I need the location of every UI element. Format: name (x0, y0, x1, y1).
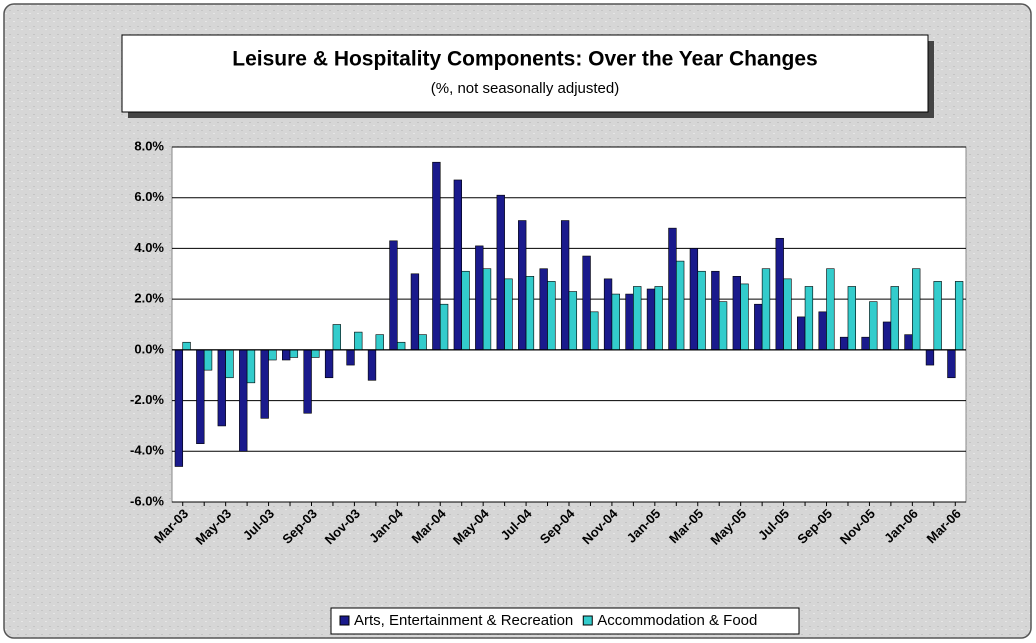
bar (239, 349, 248, 452)
bar (367, 349, 377, 381)
bar (646, 288, 656, 351)
y-tick-label: 0.0% (134, 341, 164, 356)
bar (912, 268, 921, 351)
bar (504, 278, 513, 351)
y-tick-label: -6.0% (130, 493, 164, 508)
bar (761, 268, 771, 351)
bar (611, 293, 620, 351)
y-tick-label: 8.0% (134, 138, 164, 153)
bar (217, 349, 226, 427)
bar (668, 227, 677, 351)
bar (196, 349, 205, 444)
bar (203, 349, 213, 371)
bar (882, 321, 892, 351)
y-tick-label: 6.0% (134, 189, 164, 204)
title-box (121, 34, 929, 113)
y-tick-label: -2.0% (130, 392, 164, 407)
bar (496, 194, 505, 351)
bar (260, 349, 269, 419)
bar (775, 237, 784, 351)
bar (839, 336, 849, 351)
bar (525, 276, 535, 351)
bar (826, 268, 835, 351)
bar (954, 281, 964, 351)
y-tick-label: -4.0% (130, 443, 164, 458)
y-tick-label: 4.0% (134, 240, 164, 255)
bar (697, 270, 706, 351)
bar (324, 349, 334, 379)
bar (654, 286, 663, 351)
bar (482, 268, 492, 351)
bar (397, 341, 406, 351)
bar (625, 293, 634, 351)
legend-label: Accommodation & Food (597, 612, 757, 629)
bar (539, 268, 548, 351)
bar (418, 334, 427, 351)
bar (518, 220, 527, 351)
bar (439, 303, 449, 351)
bar (303, 349, 312, 414)
bar (182, 341, 191, 351)
bar (689, 248, 699, 351)
legend-swatch (339, 615, 350, 626)
bar (590, 311, 599, 351)
bar (246, 349, 256, 384)
legend-box (330, 607, 800, 635)
bar (311, 349, 320, 358)
bar (861, 336, 870, 351)
bar (332, 324, 341, 351)
bar (890, 286, 899, 351)
bar (740, 283, 749, 351)
legend-swatch (582, 615, 593, 626)
bar (225, 349, 234, 379)
bar (560, 220, 570, 351)
bar (783, 278, 792, 351)
bar (389, 240, 398, 351)
bar (453, 179, 463, 351)
bar (289, 349, 299, 358)
bar (925, 349, 935, 366)
bar (582, 255, 591, 351)
bar (847, 286, 856, 351)
chart-title: Leisure & Hospitality Components: Over t… (232, 48, 817, 71)
bar (410, 273, 420, 351)
bar (933, 281, 942, 351)
bar (346, 349, 355, 366)
bar (432, 161, 441, 351)
bar (675, 260, 685, 351)
legend-label: Arts, Entertainment & Recreation (354, 612, 573, 629)
bar (268, 349, 277, 361)
bar (711, 270, 720, 351)
bar (354, 331, 363, 351)
bar (754, 303, 763, 351)
bar (282, 349, 291, 361)
bar (375, 334, 384, 351)
y-tick-label: 2.0% (134, 291, 164, 306)
bar (869, 301, 878, 351)
bar (718, 301, 728, 351)
bar (475, 245, 484, 351)
bar (804, 286, 814, 351)
bar (568, 291, 578, 351)
bar (174, 349, 184, 467)
bar (633, 286, 642, 351)
bar (603, 278, 613, 351)
bar (547, 281, 556, 351)
bar (818, 311, 827, 351)
bar (904, 334, 913, 351)
chart-subtitle: (%, not seasonally adjusted) (431, 80, 619, 97)
bar (797, 316, 806, 351)
bar (947, 349, 956, 379)
bar (732, 276, 741, 351)
bar (461, 270, 470, 351)
